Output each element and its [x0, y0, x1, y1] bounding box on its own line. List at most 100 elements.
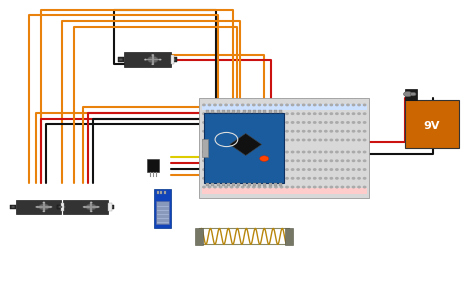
Circle shape: [302, 151, 305, 153]
Circle shape: [292, 139, 294, 141]
Circle shape: [258, 186, 261, 188]
Circle shape: [286, 151, 288, 153]
Circle shape: [347, 113, 349, 115]
Circle shape: [225, 104, 227, 106]
Circle shape: [341, 131, 344, 132]
Circle shape: [347, 151, 349, 153]
Circle shape: [302, 186, 305, 188]
Bar: [108, 205, 114, 209]
Circle shape: [258, 122, 261, 123]
Circle shape: [319, 139, 321, 141]
Circle shape: [297, 186, 299, 188]
Circle shape: [336, 151, 338, 153]
Circle shape: [253, 113, 255, 115]
Circle shape: [364, 139, 366, 141]
Circle shape: [275, 151, 277, 153]
Circle shape: [314, 160, 316, 162]
Circle shape: [319, 131, 321, 132]
Circle shape: [208, 113, 210, 115]
Circle shape: [269, 186, 272, 188]
Circle shape: [203, 122, 205, 123]
Circle shape: [336, 104, 338, 106]
Circle shape: [319, 122, 321, 123]
Circle shape: [203, 113, 205, 115]
Bar: [274, 110, 277, 113]
Circle shape: [43, 202, 45, 203]
Bar: [155, 189, 171, 228]
Circle shape: [109, 206, 113, 208]
Circle shape: [302, 104, 305, 106]
Circle shape: [260, 156, 269, 161]
Circle shape: [242, 151, 244, 153]
Circle shape: [242, 122, 244, 123]
Circle shape: [225, 169, 227, 170]
Circle shape: [258, 151, 261, 153]
Circle shape: [225, 113, 227, 115]
Circle shape: [219, 122, 222, 123]
Circle shape: [83, 206, 85, 208]
Circle shape: [325, 113, 327, 115]
Circle shape: [325, 169, 327, 170]
Bar: [164, 191, 166, 194]
Circle shape: [302, 113, 305, 115]
Circle shape: [214, 131, 216, 132]
Circle shape: [208, 151, 210, 153]
Circle shape: [302, 178, 305, 179]
Circle shape: [219, 104, 222, 106]
Bar: [253, 110, 256, 113]
Circle shape: [314, 139, 316, 141]
Circle shape: [247, 122, 249, 123]
Circle shape: [330, 169, 333, 170]
Circle shape: [236, 104, 238, 106]
Circle shape: [314, 131, 316, 132]
Circle shape: [225, 131, 227, 132]
Polygon shape: [230, 133, 262, 155]
Circle shape: [247, 186, 249, 188]
Circle shape: [352, 151, 355, 153]
Circle shape: [341, 113, 344, 115]
Circle shape: [159, 59, 162, 60]
Bar: [10, 205, 16, 209]
Circle shape: [308, 160, 310, 162]
Circle shape: [341, 169, 344, 170]
Circle shape: [319, 113, 321, 115]
Bar: [258, 110, 261, 113]
Bar: [248, 110, 251, 113]
Circle shape: [358, 151, 360, 153]
Circle shape: [275, 104, 277, 106]
Circle shape: [330, 131, 333, 132]
Circle shape: [264, 113, 266, 115]
Circle shape: [341, 186, 344, 188]
Circle shape: [269, 139, 272, 141]
Circle shape: [314, 122, 316, 123]
Bar: [201, 104, 367, 110]
Circle shape: [341, 151, 344, 153]
Circle shape: [297, 139, 299, 141]
Circle shape: [336, 169, 338, 170]
Circle shape: [302, 131, 305, 132]
Circle shape: [208, 104, 210, 106]
Circle shape: [319, 169, 321, 170]
Circle shape: [308, 122, 310, 123]
Circle shape: [269, 178, 272, 179]
Circle shape: [297, 151, 299, 153]
Circle shape: [50, 206, 52, 208]
Circle shape: [247, 178, 249, 179]
Circle shape: [302, 122, 305, 123]
Circle shape: [230, 104, 233, 106]
Circle shape: [280, 104, 283, 106]
Circle shape: [247, 104, 249, 106]
Circle shape: [236, 122, 238, 123]
Circle shape: [219, 151, 222, 153]
Circle shape: [242, 104, 244, 106]
Circle shape: [264, 122, 266, 123]
Circle shape: [403, 91, 412, 97]
Circle shape: [230, 131, 233, 132]
Circle shape: [330, 160, 333, 162]
Circle shape: [319, 178, 321, 179]
Circle shape: [203, 186, 205, 188]
Bar: [227, 183, 230, 186]
Circle shape: [247, 139, 249, 141]
Bar: [201, 188, 367, 194]
Circle shape: [275, 186, 277, 188]
